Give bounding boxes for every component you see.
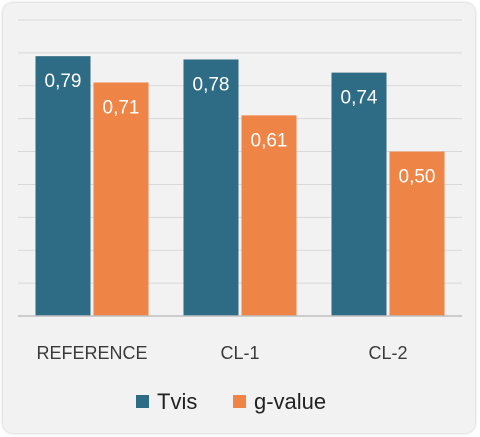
legend: Tvis g-value xyxy=(136,389,326,414)
bar-tvis-cl-1 xyxy=(183,59,239,316)
legend-label: g-value xyxy=(254,389,326,414)
data-label: 0,71 xyxy=(103,97,140,118)
data-label: 0,61 xyxy=(251,130,288,151)
bar-g-value-reference xyxy=(93,82,149,316)
bar-g-value-cl-1 xyxy=(241,115,297,316)
bar-tvis-cl-2 xyxy=(331,72,387,316)
x-tick-label: REFERENCE xyxy=(36,343,147,363)
x-tick-label: CL-2 xyxy=(368,343,407,363)
legend-label: Tvis xyxy=(157,389,197,414)
x-tick-labels: REFERENCE CL-1 CL-2 xyxy=(36,343,407,363)
data-label: 0,74 xyxy=(341,88,378,109)
bar-tvis-reference xyxy=(35,56,91,317)
bar-g-value-cl-2 xyxy=(389,151,445,316)
x-tick-label: CL-1 xyxy=(220,343,259,363)
bars: 0,79 0,71 0,78 0,61 0,74 0,50 xyxy=(35,56,445,317)
data-label: 0,79 xyxy=(45,71,82,92)
legend-swatch xyxy=(136,395,149,408)
gridlines xyxy=(18,19,462,284)
legend-swatch xyxy=(233,395,246,408)
data-label: 0,50 xyxy=(399,167,436,188)
data-label: 0,78 xyxy=(193,74,230,95)
